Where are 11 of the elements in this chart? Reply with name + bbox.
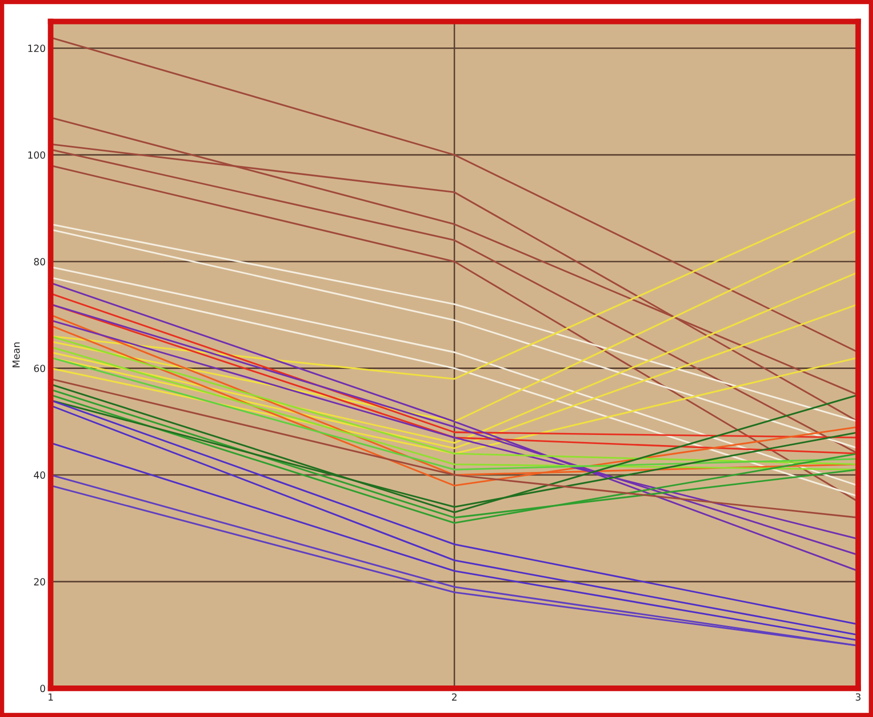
y-tick-label: 40 bbox=[34, 471, 46, 479]
y-tick-label: 0 bbox=[40, 684, 46, 692]
y-tick-label: 20 bbox=[34, 578, 46, 586]
y-tick-label: 60 bbox=[34, 364, 46, 372]
y-tick-label: 80 bbox=[34, 258, 46, 266]
x-tick-label: 2 bbox=[452, 693, 457, 701]
y-axis-title: Mean bbox=[12, 342, 20, 368]
y-tick-label: 120 bbox=[28, 44, 46, 52]
y-tick-label: 100 bbox=[28, 151, 46, 159]
x-tick-label: 3 bbox=[856, 693, 860, 701]
x-tick-label: 1 bbox=[48, 693, 53, 701]
